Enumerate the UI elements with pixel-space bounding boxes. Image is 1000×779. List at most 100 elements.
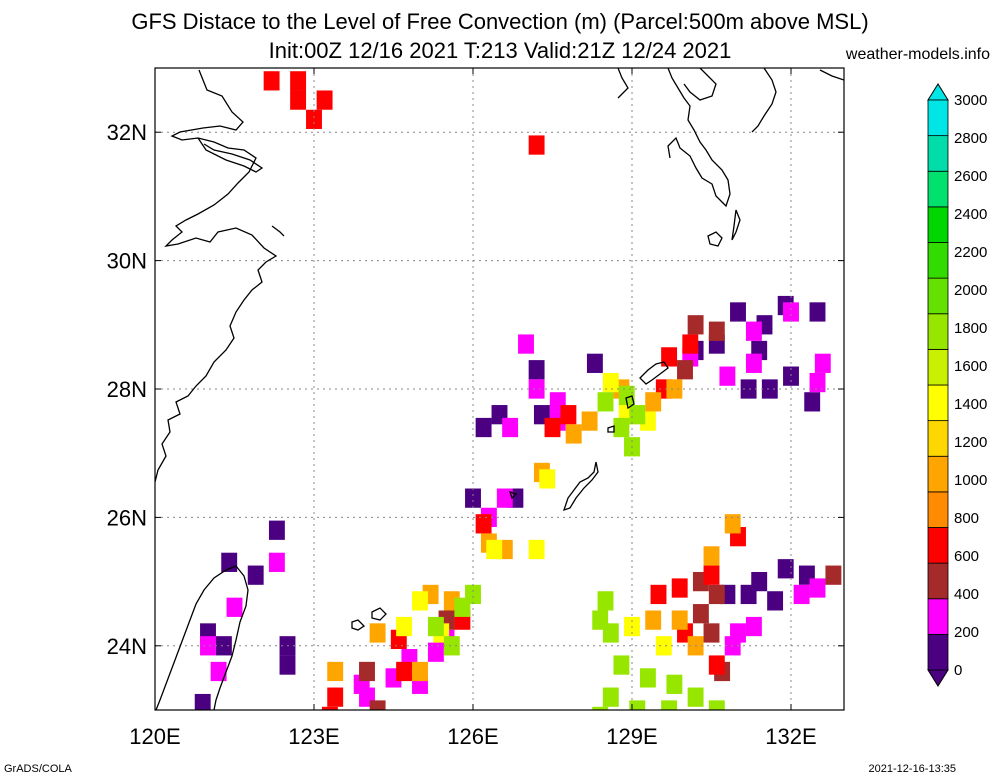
colorbar-label: 1800: [954, 320, 987, 337]
field-cell: [476, 514, 492, 533]
field-cell: [476, 418, 492, 437]
field-cell: [709, 322, 725, 341]
field-cell: [778, 559, 794, 578]
field-cell: [640, 668, 656, 687]
field-cell: [518, 334, 534, 353]
field-cell: [613, 655, 629, 674]
colorbar-swatch: [928, 171, 948, 207]
field-cell: [359, 662, 375, 681]
field-cell: [666, 675, 682, 694]
colorbar-swatch: [928, 492, 948, 528]
field-cell: [306, 110, 322, 129]
field-cell: [465, 585, 481, 604]
field-cell: [248, 566, 264, 585]
field-cell: [566, 424, 582, 443]
colorbar-label: 2400: [954, 206, 987, 223]
field-cell: [216, 636, 232, 655]
colorbar-label: 200: [954, 624, 979, 641]
field-cell: [587, 354, 603, 373]
colorbar-label: 800: [954, 510, 979, 527]
lon-tick-label: 132E: [765, 724, 816, 749]
field-cell: [327, 662, 343, 681]
field-cell: [269, 521, 285, 540]
field-cell: [709, 585, 725, 604]
colorbar-label: 2600: [954, 168, 987, 185]
field-cell: [629, 405, 645, 424]
field-cell: [810, 373, 826, 392]
colorbar-swatch: [928, 100, 948, 136]
colorbar-swatch: [928, 136, 948, 172]
field-cell: [280, 655, 296, 674]
colorbar-swatch: [928, 456, 948, 492]
field-cell: [682, 334, 698, 353]
field-cell: [815, 354, 831, 373]
field-cell: [412, 662, 428, 681]
lon-tick-label: 129E: [606, 724, 657, 749]
field-cell: [560, 405, 576, 424]
colorbar-swatch: [928, 207, 948, 243]
field-cell: [529, 540, 545, 559]
field-cell: [666, 379, 682, 398]
colorbar-label: 600: [954, 548, 979, 565]
colorbar-label: 1400: [954, 396, 987, 413]
field-cell: [783, 302, 799, 321]
field-cell: [269, 553, 285, 572]
field-cell: [545, 418, 561, 437]
field-cell: [486, 540, 502, 559]
field-cell: [529, 379, 545, 398]
field-cell: [444, 636, 460, 655]
field-cell: [746, 322, 762, 341]
field-cell: [598, 392, 614, 411]
field-cell: [592, 610, 608, 629]
colorbar-swatch: [928, 634, 948, 670]
field-cell: [645, 392, 661, 411]
field-cell: [709, 655, 725, 674]
colorbar-label: 0: [954, 662, 962, 679]
software-credit: GrADS/COLA: [4, 763, 72, 775]
field-cell: [465, 489, 481, 508]
colorbar-swatch: [928, 243, 948, 279]
colorbar-over-arrow: [928, 84, 948, 100]
field-cell: [598, 591, 614, 610]
field-cell: [746, 617, 762, 636]
field-cell: [502, 418, 518, 437]
field-cell: [613, 418, 629, 437]
colorbar-swatch: [928, 528, 948, 564]
lat-tick-label: 24N: [107, 634, 147, 659]
field-cell: [497, 489, 513, 508]
colorbar-swatch: [928, 314, 948, 350]
colorbar: 0 200 400 600 800 1000 1200 1400 1600 1800 2000 220…: [928, 84, 987, 686]
field-cell: [672, 578, 688, 597]
field-cell: [412, 591, 428, 610]
field-cell: [370, 623, 386, 642]
colorbar-swatch: [928, 349, 948, 385]
field-cell: [645, 610, 661, 629]
lat-tick-label: 26N: [107, 505, 147, 530]
lat-tick-label: 32N: [107, 120, 147, 145]
field-cell: [704, 566, 720, 585]
colorbar-label: 2800: [954, 130, 987, 147]
field-cell: [529, 135, 545, 154]
colorbar-swatch: [928, 421, 948, 457]
field-cell: [327, 688, 343, 707]
lon-tick-label: 123E: [288, 724, 339, 749]
field-cell: [651, 585, 667, 604]
field-cell: [825, 566, 841, 585]
colorbar-label: 400: [954, 586, 979, 603]
lon-tick-label: 126E: [447, 724, 498, 749]
field-cell: [741, 585, 757, 604]
field-cell: [539, 469, 555, 488]
colorbar-under-arrow: [928, 670, 948, 686]
colorbar-label: 2000: [954, 282, 987, 299]
lat-tick-label: 28N: [107, 377, 147, 402]
field-cell: [719, 367, 735, 386]
field-cell: [688, 688, 704, 707]
field-cell: [762, 379, 778, 398]
field-cell: [767, 591, 783, 610]
field-cell: [730, 302, 746, 321]
field-cell: [290, 90, 306, 109]
colorbar-label: 2200: [954, 244, 987, 261]
colorbar-label: 3000: [954, 92, 987, 109]
colorbar-label: 1000: [954, 472, 987, 489]
field-cell: [396, 662, 412, 681]
